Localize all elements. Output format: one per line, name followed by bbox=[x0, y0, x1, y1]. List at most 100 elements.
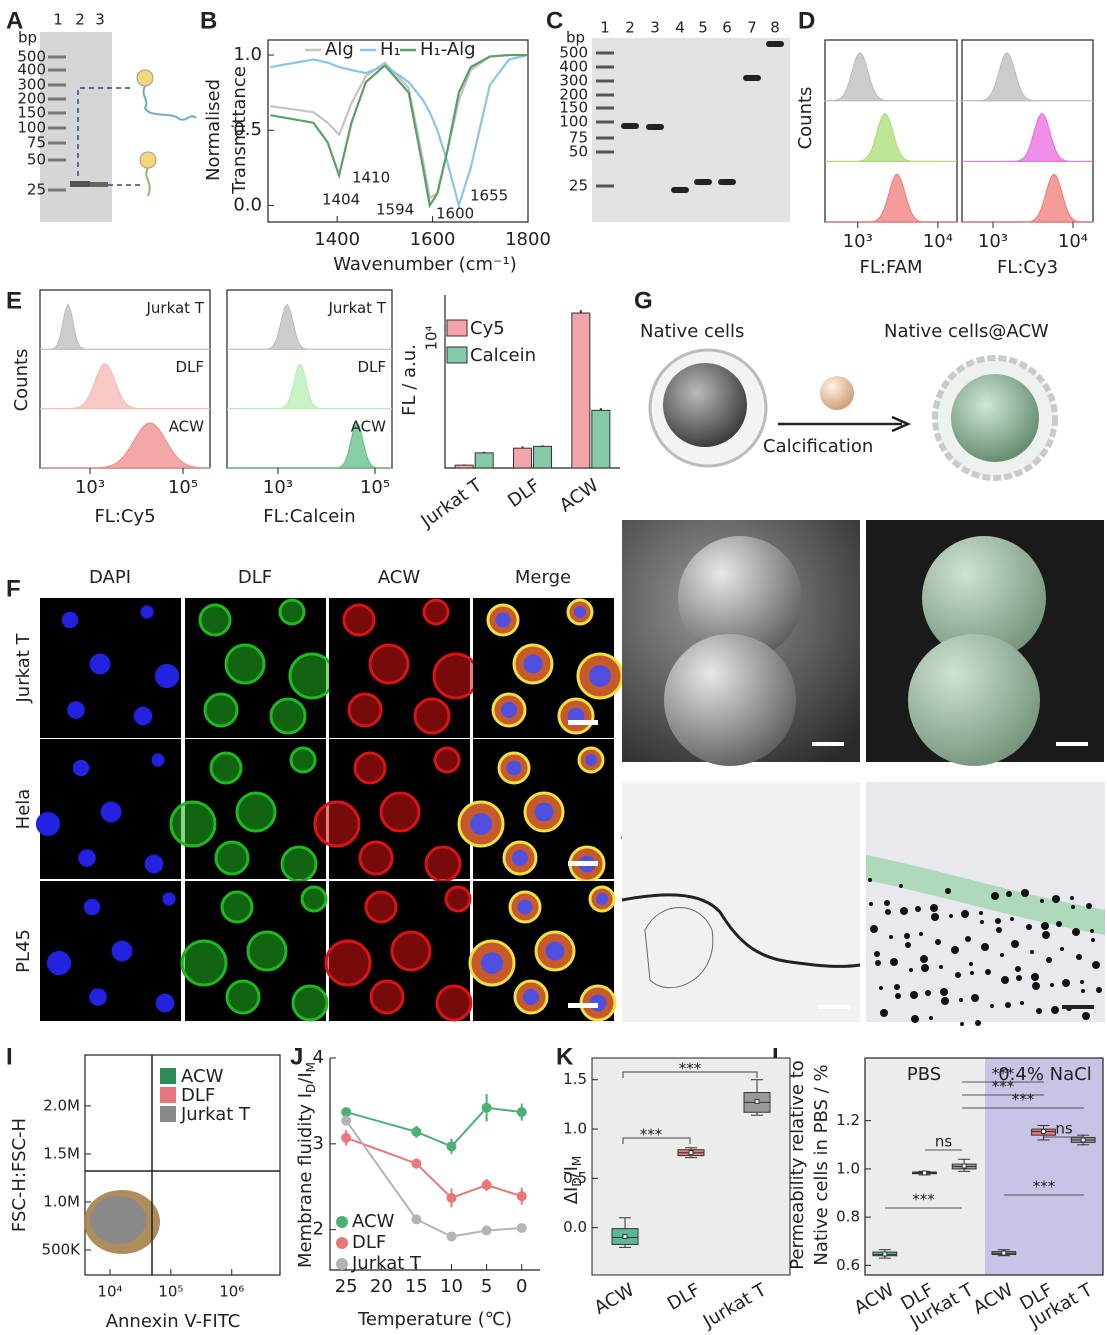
y-axis-label-part: D bbox=[570, 1177, 584, 1186]
tem-particle bbox=[894, 984, 900, 990]
x-tick-label: 10⁴ bbox=[923, 231, 953, 252]
nucleus bbox=[83, 898, 101, 916]
y-tick-label: 2 bbox=[313, 1219, 324, 1240]
peak-annotation: 1404 bbox=[322, 191, 360, 209]
tem-particle bbox=[955, 972, 961, 978]
row-label: Jurkat T bbox=[13, 632, 34, 703]
nucleus bbox=[72, 759, 90, 777]
group-label: 0.4% NaCl bbox=[998, 1064, 1092, 1085]
tem-particle bbox=[869, 902, 873, 906]
unit-label: bp bbox=[566, 29, 585, 47]
legend-label: Alg bbox=[325, 39, 354, 60]
x-axis-label: FL:Cy3 bbox=[997, 257, 1058, 278]
x-axis-label: FL:Calcein bbox=[263, 506, 355, 527]
tem-particle bbox=[1026, 924, 1032, 930]
histogram-shape bbox=[40, 422, 211, 469]
tem-particle bbox=[885, 909, 891, 915]
cell bbox=[444, 885, 472, 913]
y-axis-label: Counts bbox=[11, 349, 32, 412]
mean-marker bbox=[882, 1251, 888, 1257]
nucleus bbox=[534, 802, 554, 822]
column-label: ACW bbox=[378, 567, 421, 588]
series-line bbox=[345, 1136, 523, 1200]
tem-particle bbox=[1051, 1006, 1059, 1014]
legend-label: DLF bbox=[352, 1232, 386, 1253]
dashed-connector bbox=[77, 87, 140, 186]
nucleus bbox=[523, 654, 543, 674]
data-point bbox=[341, 1132, 352, 1143]
tem-particle bbox=[1056, 921, 1062, 927]
cell bbox=[422, 598, 450, 626]
y-axis-label: Transmittance bbox=[229, 66, 250, 195]
ladder-label: 50 bbox=[569, 143, 588, 161]
legend-label: ACW bbox=[181, 1066, 224, 1087]
ladder-band bbox=[48, 158, 66, 162]
y-axis-label-part: /I bbox=[561, 1166, 582, 1177]
cell bbox=[369, 979, 405, 1015]
column-label: Merge bbox=[515, 567, 571, 588]
y-axis-label: Permeability relative to bbox=[787, 1060, 808, 1270]
lane-label: 3 bbox=[95, 11, 105, 29]
sem-cell bbox=[678, 536, 802, 660]
histogram-shape bbox=[227, 364, 392, 410]
series-line bbox=[345, 1106, 522, 1148]
ladder-label: 200 bbox=[17, 90, 46, 108]
cell bbox=[214, 840, 250, 876]
gel-band bbox=[694, 179, 712, 185]
x-tick-label: 10³ bbox=[843, 231, 873, 252]
tem-particle bbox=[1046, 957, 1052, 963]
lane-label: 1 bbox=[600, 19, 610, 37]
mean-marker bbox=[1041, 1129, 1046, 1135]
ladder-band bbox=[48, 141, 66, 145]
cell bbox=[424, 845, 462, 883]
peak-annotation: 1594 bbox=[376, 201, 414, 219]
tem-particle bbox=[1020, 1001, 1024, 1005]
cell bbox=[169, 800, 217, 848]
cell-core bbox=[663, 363, 747, 447]
tem-particle bbox=[1070, 896, 1074, 900]
x-tick-label: Jurkat T bbox=[699, 1279, 771, 1333]
tem-particle bbox=[941, 997, 949, 1005]
cell bbox=[432, 652, 480, 700]
panel-label: D bbox=[798, 7, 815, 34]
bar bbox=[454, 464, 474, 469]
legend-label: ACW bbox=[352, 1211, 395, 1232]
gate-line bbox=[85, 1055, 280, 1275]
tem-particle bbox=[981, 943, 989, 951]
x-tick-label: 25 bbox=[335, 1276, 358, 1297]
histogram-shape bbox=[825, 173, 957, 223]
cell bbox=[224, 643, 266, 685]
mean-marker bbox=[961, 1163, 967, 1169]
significance-label: ns bbox=[1055, 1120, 1073, 1138]
nucleus bbox=[470, 813, 492, 835]
ladder-label: 75 bbox=[27, 134, 46, 152]
sem-cell bbox=[908, 634, 1040, 766]
ladder-label: 150 bbox=[559, 99, 588, 117]
y-tick-label: 500K bbox=[42, 1241, 82, 1259]
nucleus bbox=[100, 801, 122, 823]
x-tick-label: 0 bbox=[516, 1276, 527, 1297]
cell bbox=[235, 791, 277, 833]
tem-particle bbox=[880, 1009, 888, 1017]
x-tick-label: 1600 bbox=[410, 229, 456, 250]
tem-particle bbox=[1010, 917, 1014, 921]
mineral-layer bbox=[866, 855, 1105, 935]
tem-particle bbox=[1060, 947, 1064, 951]
tem-particle bbox=[879, 986, 883, 990]
tem-particle bbox=[939, 965, 943, 969]
tem-particle bbox=[904, 933, 910, 939]
nucleus bbox=[89, 653, 111, 675]
ladder-label: 150 bbox=[17, 104, 46, 122]
tem-particle bbox=[979, 911, 983, 915]
ladder-label: 100 bbox=[17, 119, 46, 137]
y-axis-label-part: /I bbox=[295, 1072, 316, 1083]
cell bbox=[358, 840, 394, 876]
y-axis-label-part: D bbox=[304, 1084, 318, 1093]
scale-bar bbox=[1062, 1005, 1094, 1009]
tem-particle bbox=[921, 964, 929, 972]
tem-particle bbox=[1072, 928, 1080, 936]
cell bbox=[291, 984, 329, 1022]
cell bbox=[209, 751, 243, 785]
significance-label: *** bbox=[679, 1060, 702, 1078]
legend-swatch bbox=[160, 1068, 176, 1084]
